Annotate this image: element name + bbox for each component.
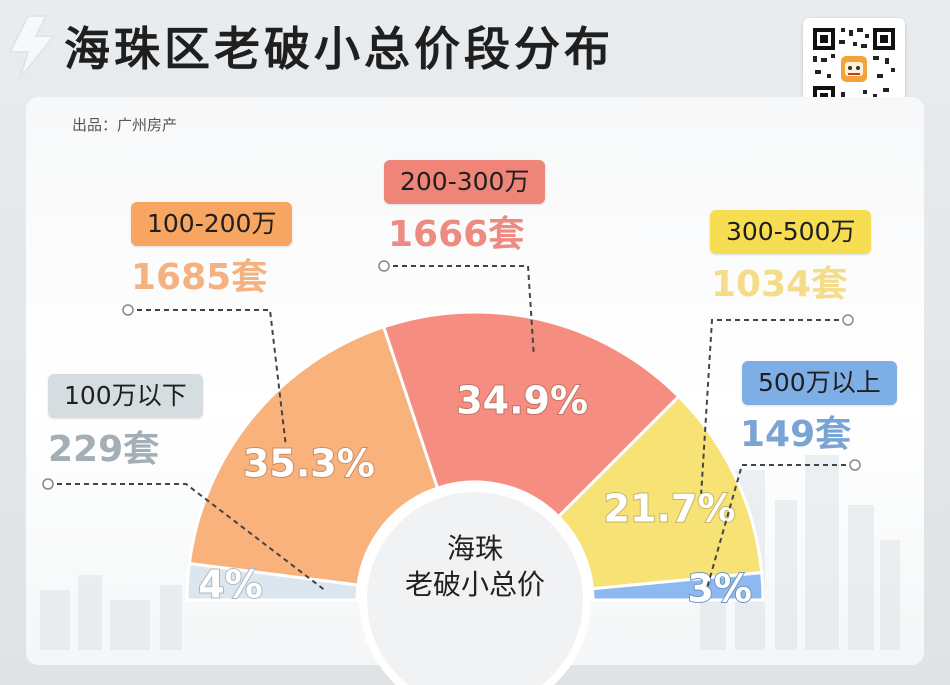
leader-dot bbox=[378, 260, 390, 272]
building-shape bbox=[848, 505, 874, 650]
pie-slice bbox=[556, 394, 764, 591]
slice-label-tag: 100-200万 bbox=[131, 202, 293, 246]
slice-label-tag: 200-300万 bbox=[384, 160, 546, 204]
pie-slice bbox=[187, 324, 440, 587]
pie-slice bbox=[381, 310, 681, 519]
slice-label-tag: 500万以上 bbox=[742, 361, 897, 405]
leader-dot bbox=[842, 314, 854, 326]
slice-count: 149套 bbox=[740, 414, 852, 455]
slice-percent-label: 21.7% bbox=[604, 486, 736, 530]
leader-dot bbox=[122, 304, 134, 316]
page-title: 海珠区老破小总价段分布 bbox=[64, 22, 614, 76]
building-shape bbox=[110, 600, 150, 650]
pie-slice bbox=[590, 570, 765, 602]
leader-dot bbox=[42, 478, 54, 490]
slice-count: 229套 bbox=[48, 429, 160, 470]
building-shape bbox=[78, 575, 102, 650]
building-shape bbox=[40, 590, 70, 650]
slice-count: 1034套 bbox=[711, 264, 848, 305]
slice-percent-label: 35.3% bbox=[243, 442, 375, 486]
leader-dot bbox=[849, 459, 861, 471]
slice-percent-label: 34.9% bbox=[456, 378, 588, 422]
leader-line bbox=[128, 309, 287, 445]
slice-label-tag: 100万以下 bbox=[48, 374, 203, 418]
lightning-bolt-icon bbox=[8, 15, 57, 79]
building-shape bbox=[805, 455, 839, 650]
slice-percent-label: 3% bbox=[687, 566, 752, 610]
center-circle bbox=[359, 484, 591, 685]
slice-label-tag: 300-500万 bbox=[710, 210, 872, 254]
building-shape bbox=[880, 540, 900, 650]
slice-percent-label: 4% bbox=[198, 562, 263, 606]
skyline-background bbox=[40, 455, 900, 650]
leader-line bbox=[384, 265, 535, 352]
building-shape bbox=[160, 585, 182, 650]
center-label: 海珠 bbox=[447, 532, 503, 565]
leader-line bbox=[705, 464, 855, 590]
leader-line bbox=[700, 319, 848, 494]
building-shape bbox=[775, 500, 797, 650]
slice-count: 1666套 bbox=[388, 214, 525, 255]
source-credit: 出品：广州房产 bbox=[72, 116, 178, 134]
leader-line bbox=[48, 483, 326, 592]
center-label: 老破小总价 bbox=[405, 568, 545, 601]
slice-count: 1685套 bbox=[131, 257, 268, 298]
